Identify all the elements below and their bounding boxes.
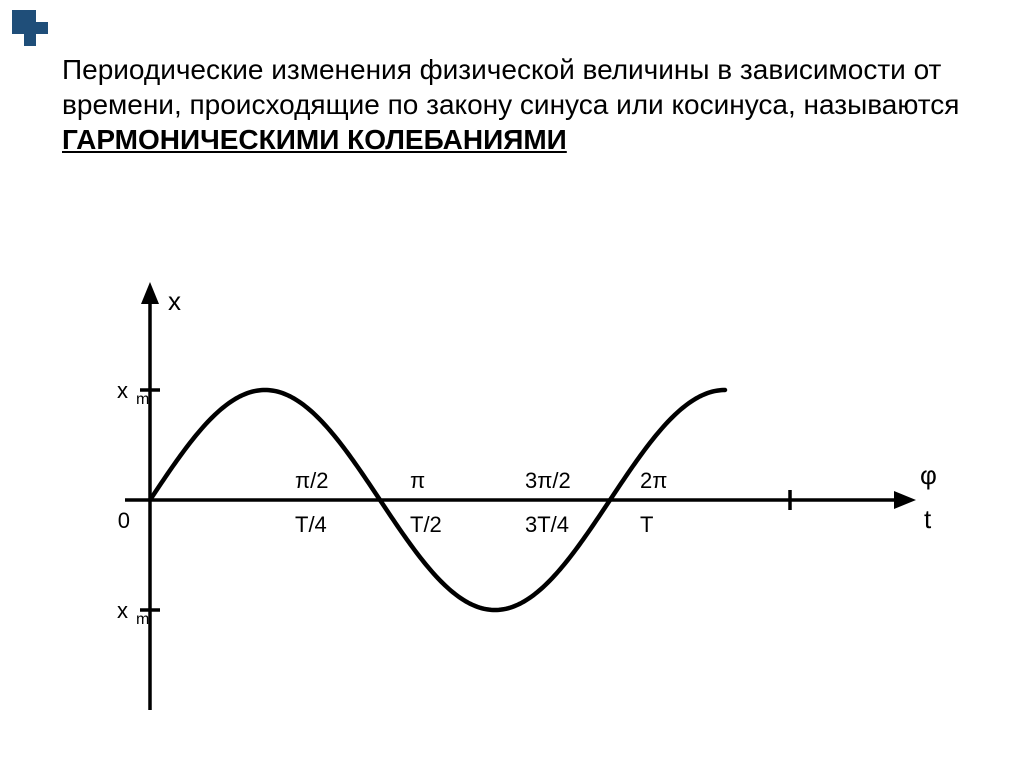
harmonic-chart: xφt0xmxmπ/2T/4πT/23π/23T/42πT — [80, 220, 940, 730]
x-tick-time: T/2 — [410, 512, 442, 537]
x-axis-label-time: t — [924, 504, 932, 534]
slide-bullet-icon — [12, 10, 48, 46]
y-axis-label: x — [168, 286, 181, 316]
x-tick-time: 3T/4 — [525, 512, 569, 537]
y-tick-label: x — [117, 378, 128, 403]
x-tick-phase: 3π/2 — [525, 468, 571, 493]
x-tick-phase: π — [410, 468, 425, 493]
x-tick-time: T/4 — [295, 512, 327, 537]
x-tick-phase: π/2 — [295, 468, 329, 493]
origin-label: 0 — [118, 508, 130, 533]
y-tick-sub: m — [136, 611, 149, 628]
x-tick-phase: 2π — [640, 468, 667, 493]
x-axis-label-phase: φ — [920, 460, 937, 490]
title-text-key: ГАРМОНИЧЕСКИМИ КОЛЕБАНИЯМИ — [62, 124, 567, 155]
x-tick-time: T — [640, 512, 653, 537]
y-tick-label: x — [117, 598, 128, 623]
slide-title: Периодические изменения физической велич… — [62, 52, 962, 157]
y-tick-sub: m — [136, 391, 149, 408]
title-text-pre: Периодические изменения физической велич… — [62, 54, 959, 120]
